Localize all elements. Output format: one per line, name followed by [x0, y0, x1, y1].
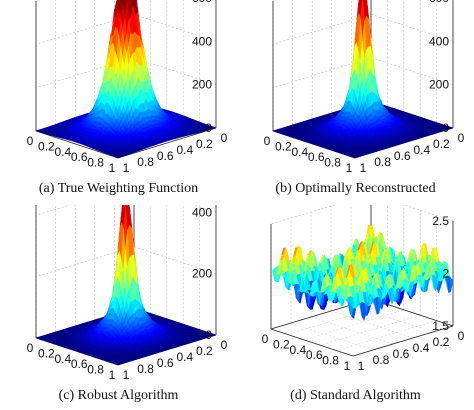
z-tick-label: 600	[429, 0, 449, 5]
x-tick-label: 0.8	[322, 354, 339, 368]
surface	[270, 225, 454, 321]
x-tick-label: 0.4	[291, 145, 308, 159]
panel-d: 1.5 2 2.5 0 0.2 0.4 0.6 0.8 1 1 0.8 0.6 0.4 0.2 0 (d) …	[237, 205, 474, 410]
y-tick-label: 0.6	[157, 149, 174, 163]
y-tick-label: 1	[358, 359, 365, 373]
z-tick-label: 2	[442, 267, 449, 281]
x-tick-label: 0	[262, 332, 269, 346]
y-tick-label: 0.4	[176, 143, 193, 157]
y-tick-label: 0.8	[373, 353, 390, 367]
z-tick-label: 0	[205, 121, 212, 135]
y-tick-label: 0	[221, 131, 228, 145]
x-tick-label: 1	[346, 161, 353, 175]
tick-labels: 1.522.50 0.2 0.4 0.6 0.8 1 1 0.8 0.6 0.4 0.2 0	[262, 214, 465, 373]
z-tick-label: 0	[205, 328, 212, 342]
x-tick-label: 0	[264, 134, 271, 148]
surface-plot-d: 1.522.50 0.2 0.4 0.6 0.8 1 1 0.8 0.6 0.4 0.2 0	[262, 205, 465, 373]
z-tick-label: 0	[442, 121, 449, 135]
x-tick-label: 0.6	[71, 357, 88, 371]
x-tick-label: 0.8	[324, 156, 341, 170]
x-tick-label: 0	[27, 134, 34, 148]
x-tick-label: 0	[27, 341, 34, 355]
x-tick-label: 0.4	[289, 343, 306, 357]
y-tick-label: 0.6	[394, 149, 411, 163]
z-tick-label: 200	[192, 267, 212, 281]
y-tick-label: 0.8	[137, 362, 154, 376]
x-tick-label: 0.2	[275, 139, 292, 153]
z-tick-label: 1.5	[432, 319, 449, 333]
y-tick-label: 0.6	[393, 347, 410, 361]
z-tick-label: 400	[192, 34, 212, 48]
caption-a: (a) True Weighting Function	[38, 181, 199, 196]
x-tick-label: 0.2	[38, 346, 55, 360]
y-tick-label: 0.4	[413, 341, 430, 355]
z-tick-label: 400	[429, 34, 449, 48]
y-tick-label: 0.2	[433, 137, 450, 151]
y-tick-label: 1	[123, 161, 130, 175]
y-tick-label: 0.2	[196, 137, 213, 151]
y-tick-label: 0.8	[374, 155, 391, 169]
z-tick-label: 2.5	[432, 214, 449, 228]
y-tick-label: 0.6	[157, 356, 174, 370]
x-tick-label: 0.2	[38, 139, 55, 153]
caption-d: (d) Standard Algorithm	[290, 388, 421, 403]
x-tick-label: 0.4	[54, 352, 71, 366]
y-tick-label: 0.2	[433, 335, 450, 349]
x-tick-label: 0.6	[71, 150, 88, 164]
caption-c: (c) Robust Algorithm	[58, 388, 179, 403]
surface	[272, 0, 454, 159]
x-tick-label: 0.8	[87, 156, 104, 170]
surface	[35, 205, 217, 366]
x-tick-label: 0.8	[87, 363, 104, 377]
x-tick-label: 1	[109, 368, 116, 382]
x-tick-label: 0.2	[273, 337, 290, 351]
x-tick-label: 0.6	[308, 150, 325, 164]
y-tick-label: 0.4	[176, 350, 193, 364]
panel-c: 0 200 400 0 0.2 0.4 0.6 0.8 1 1 0.8 0.6 0.4 0.2 0 (c) …	[0, 205, 237, 410]
y-tick-label: 1	[360, 161, 367, 175]
z-tick-label: 600	[192, 0, 212, 5]
y-tick-label: 0	[458, 329, 465, 343]
x-tick-label: 1	[109, 161, 116, 175]
x-tick-label: 0.6	[306, 348, 323, 362]
y-tick-label: 1	[123, 368, 130, 382]
x-tick-label: 1	[344, 359, 351, 373]
y-tick-label: 0.2	[196, 344, 213, 358]
z-tick-label: 200	[192, 78, 212, 92]
y-tick-label: 0.8	[137, 155, 154, 169]
z-tick-label: 400	[192, 205, 212, 219]
z-tick-label: 200	[429, 78, 449, 92]
y-tick-label: 0	[458, 131, 465, 145]
caption-b: (b) Optimally Reconstructed	[275, 181, 436, 196]
y-tick-label: 0	[221, 338, 228, 352]
x-tick-label: 0.4	[54, 145, 71, 159]
y-tick-label: 0.4	[413, 143, 430, 157]
surface	[35, 0, 217, 159]
